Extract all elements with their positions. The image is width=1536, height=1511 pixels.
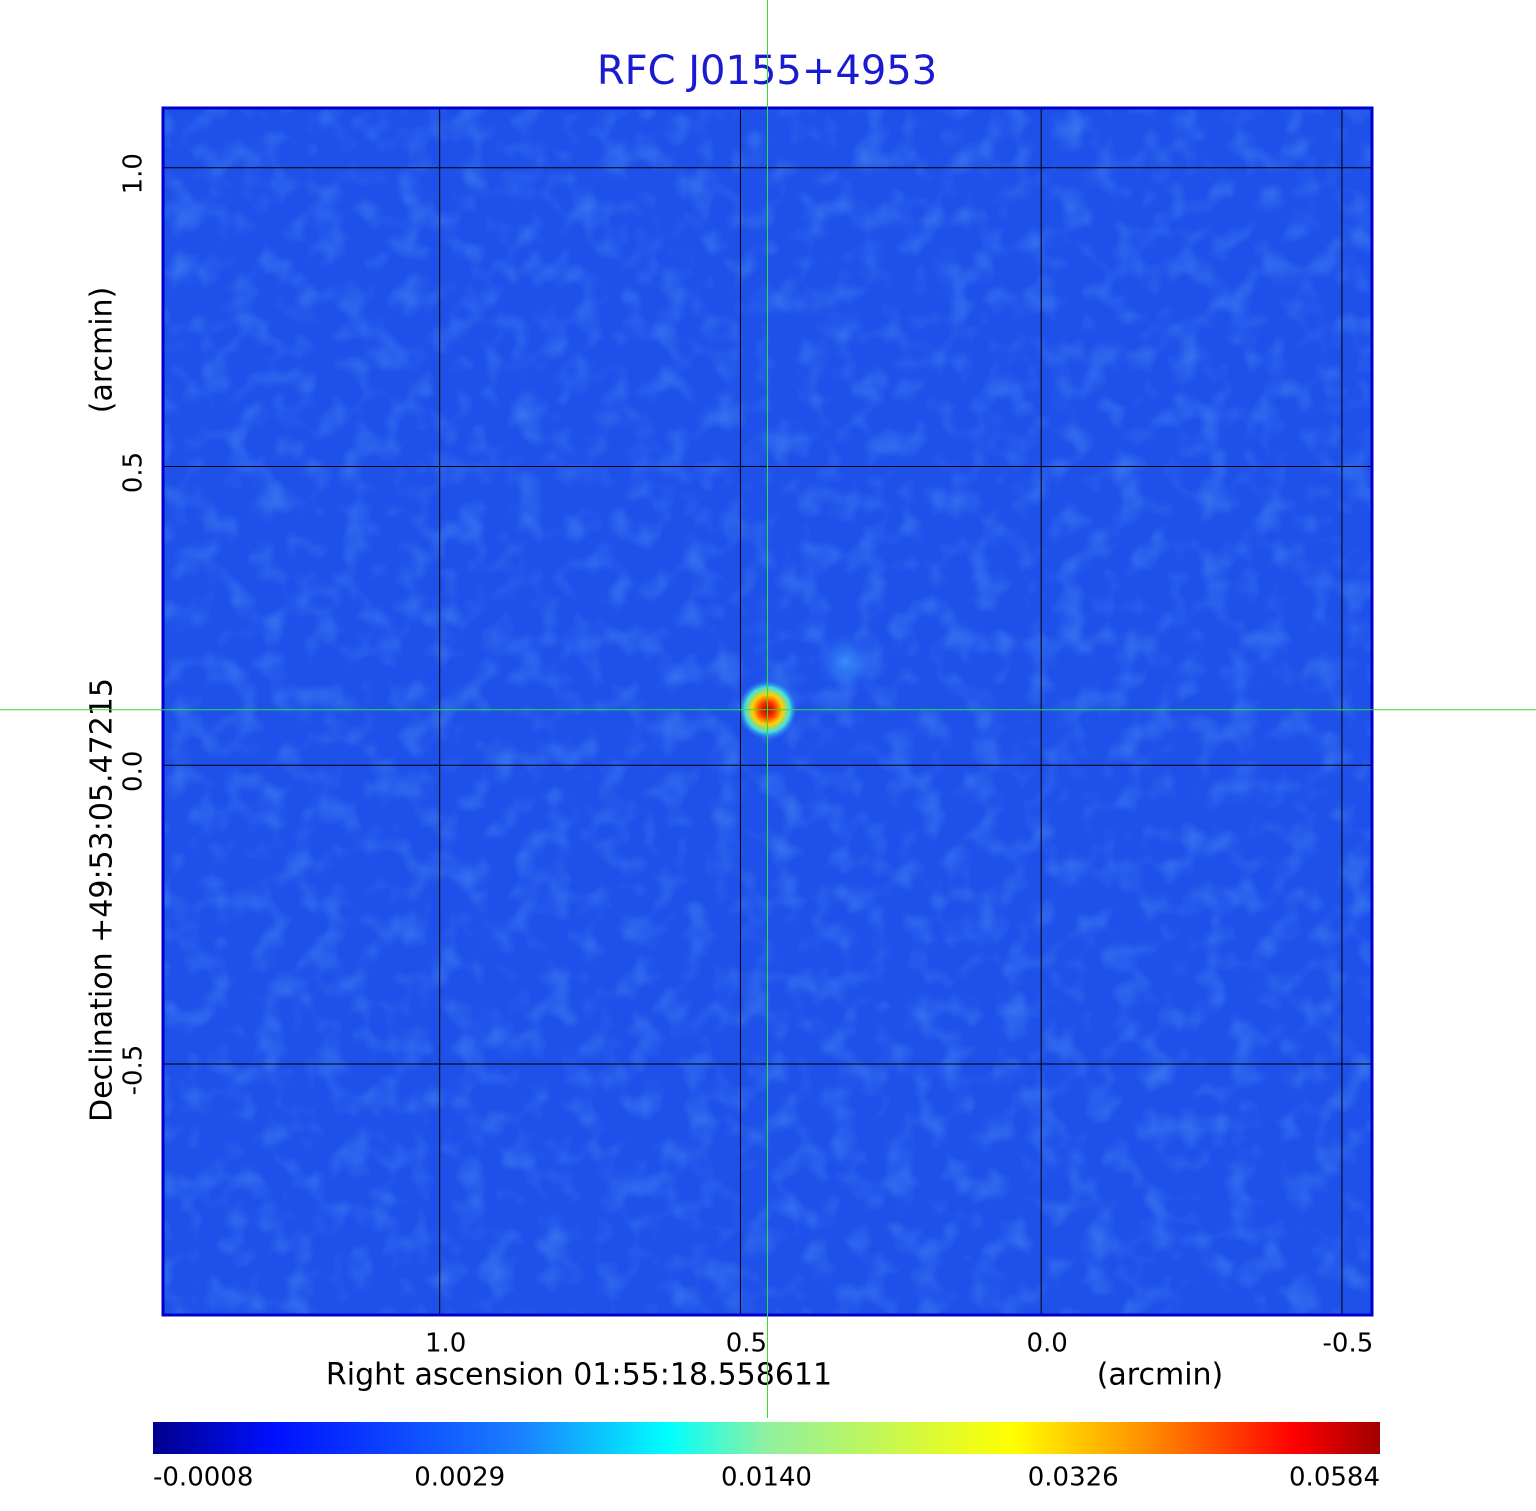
y-tick-label: 1.0 [119,153,149,194]
colorbar-tick-label: -0.0008 [153,1463,253,1493]
y-tick-label: -0.5 [119,1045,149,1096]
x-tick-label: 1.0 [425,1329,466,1359]
colorbar-tick-label: 0.0140 [721,1463,812,1493]
colorbar-tick-label: 0.0326 [1028,1463,1119,1493]
y-tick-label: 0.0 [119,751,149,792]
x-tick-label: -0.5 [1323,1329,1374,1359]
y-tick-label: 0.5 [119,452,149,493]
x-axis-unit: (arcmin) [1097,1358,1224,1393]
x-tick-label: 0.0 [1026,1329,1067,1359]
x-axis-label: Right ascension 01:55:18.558611 [326,1358,832,1393]
faint-emission [815,631,876,692]
colorbar-tick-label: 0.0584 [1289,1463,1380,1493]
y-axis-unit: (arcmin) [85,287,120,414]
colorbar [153,1422,1380,1454]
y-axis-label: Declination +49:53:05.47215 [85,678,120,1122]
colorbar-tick-label: 0.0029 [414,1463,505,1493]
x-tick-label: 0.5 [726,1329,767,1359]
